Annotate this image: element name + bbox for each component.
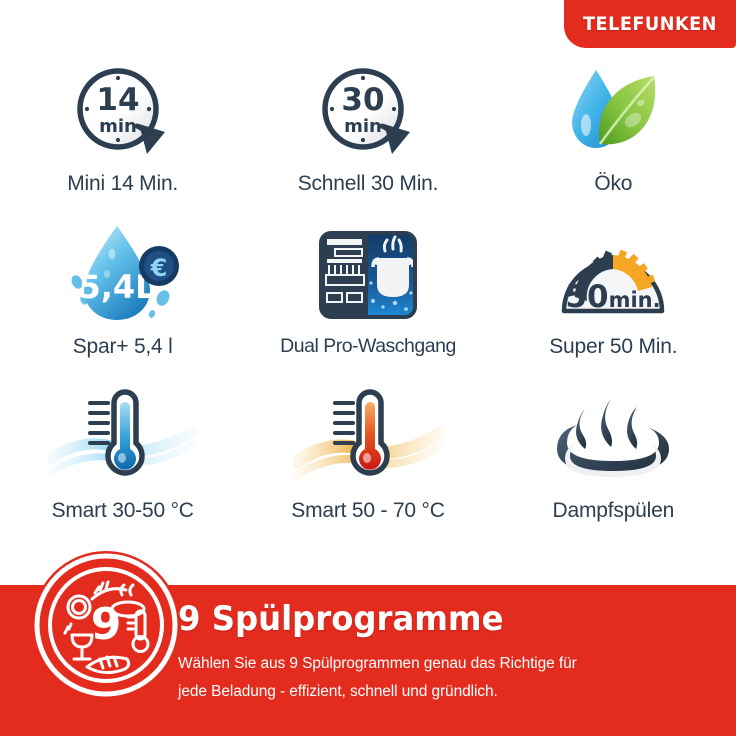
feature-cell-dual-pro: Dual Pro-Waschgang [245,215,490,378]
clock-14-min-icon: 14 min [33,58,213,166]
feature-label: Schnell 30 Min. [297,172,439,195]
feature-cell-spar-plus: 5,4L € Spar+ 5,4 l [0,215,245,378]
dishware-circle-icon: 9 [32,551,180,699]
promo-title: 9 Spülprogramme [178,599,504,639]
svg-text:min: min [344,116,382,137]
svg-text:14: 14 [96,82,139,118]
feature-cell-smart-50-70: Smart 50 - 70 °C [245,379,490,542]
steam-bowl-icon [523,385,703,493]
promo-description-line-1: Wählen Sie aus 9 Spülprogrammen genau da… [178,655,577,672]
feature-label: Dampfspülen [552,498,675,522]
dual-wash-rack-pot-icon [278,221,458,329]
svg-text:€: € [149,254,167,282]
feature-cell-dampfspuelen: Dampfspülen [491,379,736,542]
feature-label: Mini 14 Min. [67,172,179,195]
feature-label: Öko [594,172,633,195]
feature-label: Smart 30-50 °C [51,498,194,522]
water-drop-euro-icon: 5,4L € [33,221,213,329]
feature-cell-super-50: 50min. Super 50 Min. [491,215,736,378]
feature-cell-schnell-30: 30 min Schnell 30 Min. [245,52,490,215]
thermometer-cold-icon [33,385,213,493]
promo-description-line-2: jede Beladung - effizient, schnell und g… [178,683,498,700]
brand-banner: TELEFUNKEN [564,0,736,48]
feature-label: Spar+ 5,4 l [72,335,173,359]
water-drop-leaf-icon [523,58,703,166]
thermometer-hot-icon [278,385,458,493]
feature-label: Dual Pro-Waschgang [280,335,456,358]
brand-logo-text: TELEFUNKEN [583,13,717,35]
gauge-50-min-icon: 50min. [523,221,703,329]
svg-text:min: min [99,116,137,137]
clock-30-min-icon: 30 min [278,58,458,166]
feature-cell-smart-30-50: Smart 30-50 °C [0,379,245,542]
svg-text:9: 9 [91,599,122,650]
feature-cell-oeko: Öko [491,52,736,215]
feature-cell-mini-14: 14 min Mini 14 Min. [0,52,245,215]
feature-label: Super 50 Min. [549,335,678,359]
svg-text:30: 30 [341,82,384,118]
feature-grid: 14 min Mini 14 Min. 30 min [0,52,736,542]
feature-label: Smart 50 - 70 °C [291,498,445,522]
promo-description: Wählen Sie aus 9 Spülprogrammen genau da… [178,650,723,706]
promo-text-block: 9 Spülprogramme Wählen Sie aus 9 Spülpro… [178,600,723,706]
